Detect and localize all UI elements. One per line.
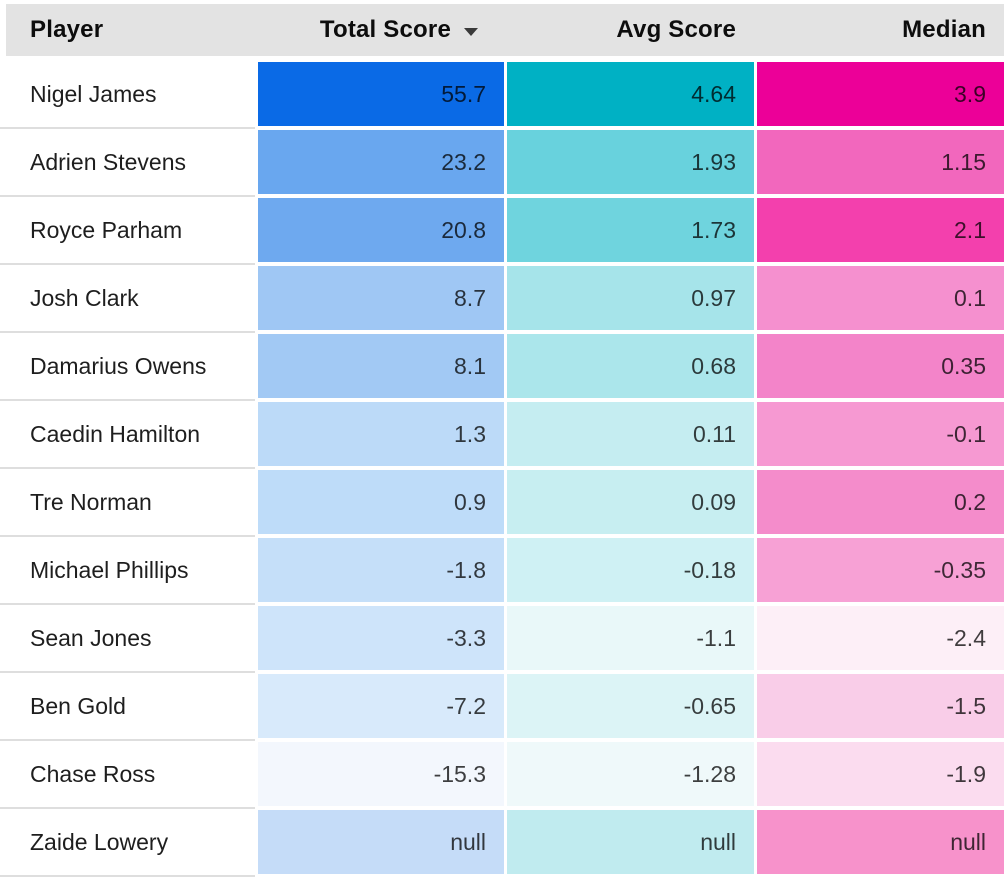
- median-cell: 2.1: [757, 198, 1004, 262]
- player-name-cell: Sean Jones: [0, 606, 258, 673]
- total-score-cell: 20.8: [258, 198, 504, 262]
- player-name-cell: Josh Clark: [0, 266, 258, 333]
- avg-score-cell: -1.28: [507, 742, 754, 806]
- table-row: Michael Phillips -1.8 -0.18 -0.35: [0, 538, 1004, 605]
- column-header-median-label: Median: [902, 16, 986, 43]
- total-score-cell: 8.1: [258, 334, 504, 398]
- table-row: Ben Gold -7.2 -0.65 -1.5: [0, 674, 1004, 741]
- table-row: Josh Clark 8.7 0.97 0.1: [0, 266, 1004, 333]
- total-score-cell: -1.8: [258, 538, 504, 602]
- total-score-cell: 1.3: [258, 402, 504, 466]
- avg-score-cell: 0.11: [507, 402, 754, 466]
- median-cell: 3.9: [757, 62, 1004, 126]
- median-cell: -0.1: [757, 402, 1004, 466]
- total-score-cell: -7.2: [258, 674, 504, 738]
- avg-score-cell: -1.1: [507, 606, 754, 670]
- column-header-avg-score[interactable]: Avg Score: [504, 4, 754, 56]
- total-score-cell: 8.7: [258, 266, 504, 330]
- total-score-cell: 23.2: [258, 130, 504, 194]
- column-header-total-score-label: Total Score: [319, 16, 451, 43]
- table-row: Tre Norman 0.9 0.09 0.2: [0, 470, 1004, 537]
- player-name-cell: Ben Gold: [0, 674, 258, 741]
- table-row: Royce Parham 20.8 1.73 2.1: [0, 198, 1004, 265]
- avg-score-cell: 0.68: [507, 334, 754, 398]
- total-score-cell: -3.3: [258, 606, 504, 670]
- total-score-cell: 0.9: [258, 470, 504, 534]
- avg-score-cell: 0.09: [507, 470, 754, 534]
- sort-descending-icon[interactable]: [464, 27, 478, 36]
- player-name-cell: Damarius Owens: [0, 334, 258, 401]
- total-score-cell: null: [258, 810, 504, 874]
- avg-score-cell: -0.18: [507, 538, 754, 602]
- median-cell: -0.35: [757, 538, 1004, 602]
- table-body: Nigel James 55.7 4.64 3.9 Adrien Stevens…: [0, 62, 1004, 877]
- avg-score-cell: 1.73: [507, 198, 754, 262]
- player-name-cell: Caedin Hamilton: [0, 402, 258, 469]
- player-name-cell: Royce Parham: [0, 198, 258, 265]
- player-name-cell: Chase Ross: [0, 742, 258, 809]
- table-row: Adrien Stevens 23.2 1.93 1.15: [0, 130, 1004, 197]
- median-cell: -2.4: [757, 606, 1004, 670]
- table-row: Zaide Lowery null null null: [0, 810, 1004, 877]
- median-cell: -1.5: [757, 674, 1004, 738]
- avg-score-cell: 1.93: [507, 130, 754, 194]
- column-header-player[interactable]: Player: [6, 4, 258, 56]
- median-cell: null: [757, 810, 1004, 874]
- column-header-median[interactable]: Median: [754, 4, 1004, 56]
- table-row: Chase Ross -15.3 -1.28 -1.9: [0, 742, 1004, 809]
- column-header-total-score[interactable]: Total Score: [258, 4, 504, 56]
- avg-score-cell: 4.64: [507, 62, 754, 126]
- player-name-cell: Michael Phillips: [0, 538, 258, 605]
- total-score-cell: 55.7: [258, 62, 504, 126]
- column-header-avg-score-label: Avg Score: [616, 16, 736, 43]
- median-cell: 0.1: [757, 266, 1004, 330]
- median-cell: -1.9: [757, 742, 1004, 806]
- table-row: Sean Jones -3.3 -1.1 -2.4: [0, 606, 1004, 673]
- table-header-row: Player Total Score Avg Score Median: [6, 4, 1004, 56]
- player-name-cell: Nigel James: [0, 62, 258, 129]
- table-row: Damarius Owens 8.1 0.68 0.35: [0, 334, 1004, 401]
- column-header-player-label: Player: [30, 16, 104, 43]
- avg-score-cell: null: [507, 810, 754, 874]
- table-row: Nigel James 55.7 4.64 3.9: [0, 62, 1004, 129]
- median-cell: 0.2: [757, 470, 1004, 534]
- total-score-cell: -15.3: [258, 742, 504, 806]
- player-name-cell: Tre Norman: [0, 470, 258, 537]
- avg-score-cell: -0.65: [507, 674, 754, 738]
- median-cell: 1.15: [757, 130, 1004, 194]
- avg-score-cell: 0.97: [507, 266, 754, 330]
- player-name-cell: Zaide Lowery: [0, 810, 258, 877]
- median-cell: 0.35: [757, 334, 1004, 398]
- table-row: Caedin Hamilton 1.3 0.11 -0.1: [0, 402, 1004, 469]
- player-name-cell: Adrien Stevens: [0, 130, 258, 197]
